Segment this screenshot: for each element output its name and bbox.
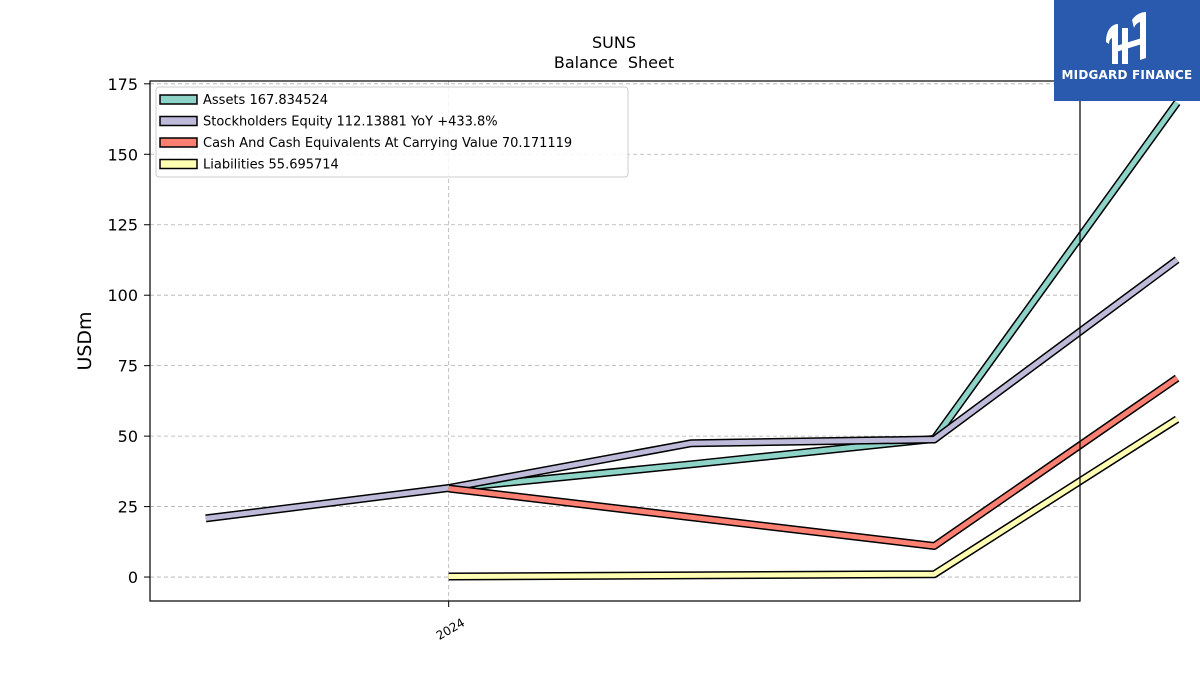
series-line-outline [448,374,1180,550]
y-tick-label: 25 [118,498,138,517]
brand-name: MIDGARD FINANCE [1061,68,1193,82]
y-tick-label: 150 [107,145,138,164]
legend-box [155,86,629,178]
chart-subtitle: Balance Sheet [554,53,674,72]
series-line [448,376,1179,549]
legend-label: Stockholders Equity 112.13881 YoY +433.8… [203,115,498,130]
legend: Assets 167.834524 Stockholders Equity 112… [155,86,629,178]
brand-logo-icon [1106,12,1146,64]
axes: 0 25 50 75 100 125 150 175 2024 [107,75,467,643]
series-line [448,417,1179,579]
legend-swatch [159,158,198,170]
y-tick-label: 100 [107,286,138,305]
legend-label: Cash And Cash Equivalents At Carrying Va… [203,136,572,151]
brand-logo: MIDGARD FINANCE [1054,0,1200,101]
series-lines [205,100,1181,581]
y-tick-label: 0 [128,568,138,587]
series-line [448,101,1180,491]
legend-label: Liabilities 55.695714 [203,158,339,173]
y-tick-label: 125 [107,216,138,235]
series-line [205,257,1179,521]
legend-label: Assets 167.834524 [203,93,328,108]
y-axis-label: USDm [74,311,96,370]
legend-swatch [159,137,198,148]
legend-swatch [159,94,198,105]
y-tick-label: 175 [107,75,138,94]
plot-frame [149,80,1081,602]
chart-title: SUNS [592,33,636,52]
y-tick-label: 50 [118,427,138,446]
x-tick-label: 2024 [434,615,467,642]
y-tick-label: 75 [118,357,138,376]
legend-swatch [159,115,198,127]
